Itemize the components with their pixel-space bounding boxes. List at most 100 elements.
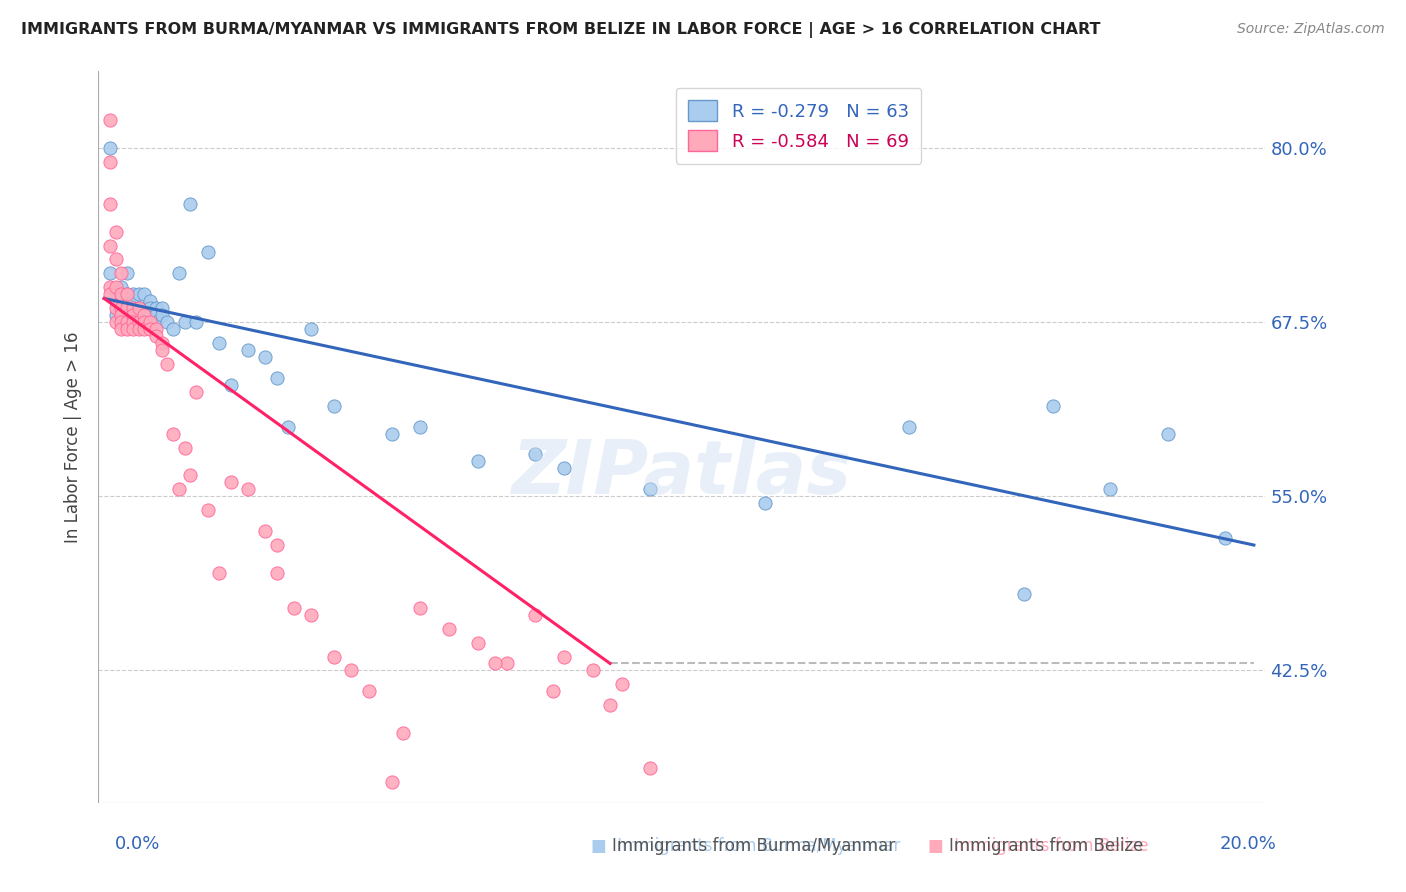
Point bbox=[122, 315, 145, 329]
Point bbox=[104, 252, 127, 267]
Point bbox=[115, 308, 138, 322]
Point bbox=[236, 343, 259, 357]
Point bbox=[150, 336, 173, 351]
Point bbox=[110, 280, 132, 294]
Point bbox=[128, 301, 150, 316]
Point bbox=[599, 698, 621, 713]
Point bbox=[134, 301, 156, 316]
Point bbox=[115, 266, 138, 280]
Y-axis label: In Labor Force | Age > 16: In Labor Force | Age > 16 bbox=[65, 331, 83, 543]
Point bbox=[266, 371, 288, 385]
Text: Immigrants from Burma/Myanmar: Immigrants from Burma/Myanmar bbox=[591, 837, 894, 855]
Point bbox=[122, 301, 145, 316]
Legend: R = -0.279   N = 63, R = -0.584   N = 69: R = -0.279 N = 63, R = -0.584 N = 69 bbox=[676, 87, 921, 164]
Point bbox=[173, 441, 195, 455]
Text: ZIPatlas: ZIPatlas bbox=[512, 437, 852, 510]
Point bbox=[208, 336, 231, 351]
Point bbox=[145, 315, 167, 329]
Point bbox=[104, 308, 127, 322]
Point bbox=[524, 448, 547, 462]
Point bbox=[299, 607, 322, 622]
Point bbox=[553, 461, 575, 475]
Point bbox=[110, 287, 132, 301]
Point bbox=[197, 245, 219, 260]
Point bbox=[115, 287, 138, 301]
Point bbox=[122, 294, 145, 309]
Point bbox=[541, 684, 564, 698]
Point bbox=[640, 483, 662, 497]
Point bbox=[173, 315, 195, 329]
Point bbox=[156, 315, 179, 329]
Point bbox=[357, 684, 380, 698]
Point bbox=[495, 657, 517, 671]
Point bbox=[98, 287, 121, 301]
Point bbox=[381, 775, 404, 789]
Point bbox=[167, 483, 190, 497]
Text: Immigrants from Belize: Immigrants from Belize bbox=[928, 837, 1143, 855]
Point bbox=[139, 301, 162, 316]
Point bbox=[104, 315, 127, 329]
Point bbox=[115, 301, 138, 316]
Point bbox=[139, 294, 162, 309]
Point bbox=[299, 322, 322, 336]
Point bbox=[236, 483, 259, 497]
Point bbox=[128, 315, 150, 329]
Point bbox=[139, 322, 162, 336]
Point bbox=[162, 426, 184, 441]
Point bbox=[283, 600, 305, 615]
Point bbox=[139, 308, 162, 322]
Point bbox=[179, 468, 201, 483]
Point bbox=[186, 384, 208, 399]
Point bbox=[219, 475, 242, 490]
Text: ■  Immigrants from Belize: ■ Immigrants from Belize bbox=[928, 837, 1149, 855]
Point bbox=[437, 622, 460, 636]
Point bbox=[115, 301, 138, 316]
Point bbox=[98, 280, 121, 294]
Point bbox=[898, 419, 921, 434]
Point bbox=[340, 664, 363, 678]
Point bbox=[277, 419, 299, 434]
Point bbox=[122, 308, 145, 322]
Point bbox=[323, 399, 346, 413]
Point bbox=[98, 113, 121, 128]
Point bbox=[98, 266, 121, 280]
Point bbox=[115, 315, 138, 329]
Text: IMMIGRANTS FROM BURMA/MYANMAR VS IMMIGRANTS FROM BELIZE IN LABOR FORCE | AGE > 1: IMMIGRANTS FROM BURMA/MYANMAR VS IMMIGRA… bbox=[21, 22, 1101, 38]
Point bbox=[98, 155, 121, 169]
Point bbox=[110, 301, 132, 316]
Point bbox=[467, 635, 489, 649]
Point bbox=[409, 600, 432, 615]
Point bbox=[115, 315, 138, 329]
Point bbox=[266, 538, 288, 552]
Point bbox=[145, 322, 167, 336]
Point bbox=[110, 322, 132, 336]
Point bbox=[104, 280, 127, 294]
Point bbox=[150, 343, 173, 357]
Point bbox=[150, 308, 173, 322]
Text: 20.0%: 20.0% bbox=[1220, 835, 1277, 853]
Point bbox=[98, 238, 121, 252]
Point bbox=[179, 196, 201, 211]
Point bbox=[197, 503, 219, 517]
Point bbox=[150, 301, 173, 316]
Point bbox=[134, 315, 156, 329]
Point bbox=[254, 350, 277, 364]
Point bbox=[553, 649, 575, 664]
Point bbox=[145, 329, 167, 343]
Point bbox=[1156, 426, 1178, 441]
Point bbox=[1042, 399, 1064, 413]
Point bbox=[122, 308, 145, 322]
Text: 0.0%: 0.0% bbox=[115, 835, 160, 853]
Point bbox=[110, 315, 132, 329]
Point bbox=[167, 266, 190, 280]
Point bbox=[98, 196, 121, 211]
Point bbox=[582, 664, 605, 678]
Point bbox=[392, 726, 415, 740]
Point bbox=[266, 566, 288, 580]
Point bbox=[640, 761, 662, 775]
Point bbox=[115, 287, 138, 301]
Point bbox=[134, 315, 156, 329]
Point bbox=[524, 607, 547, 622]
Point bbox=[134, 308, 156, 322]
Point bbox=[104, 225, 127, 239]
